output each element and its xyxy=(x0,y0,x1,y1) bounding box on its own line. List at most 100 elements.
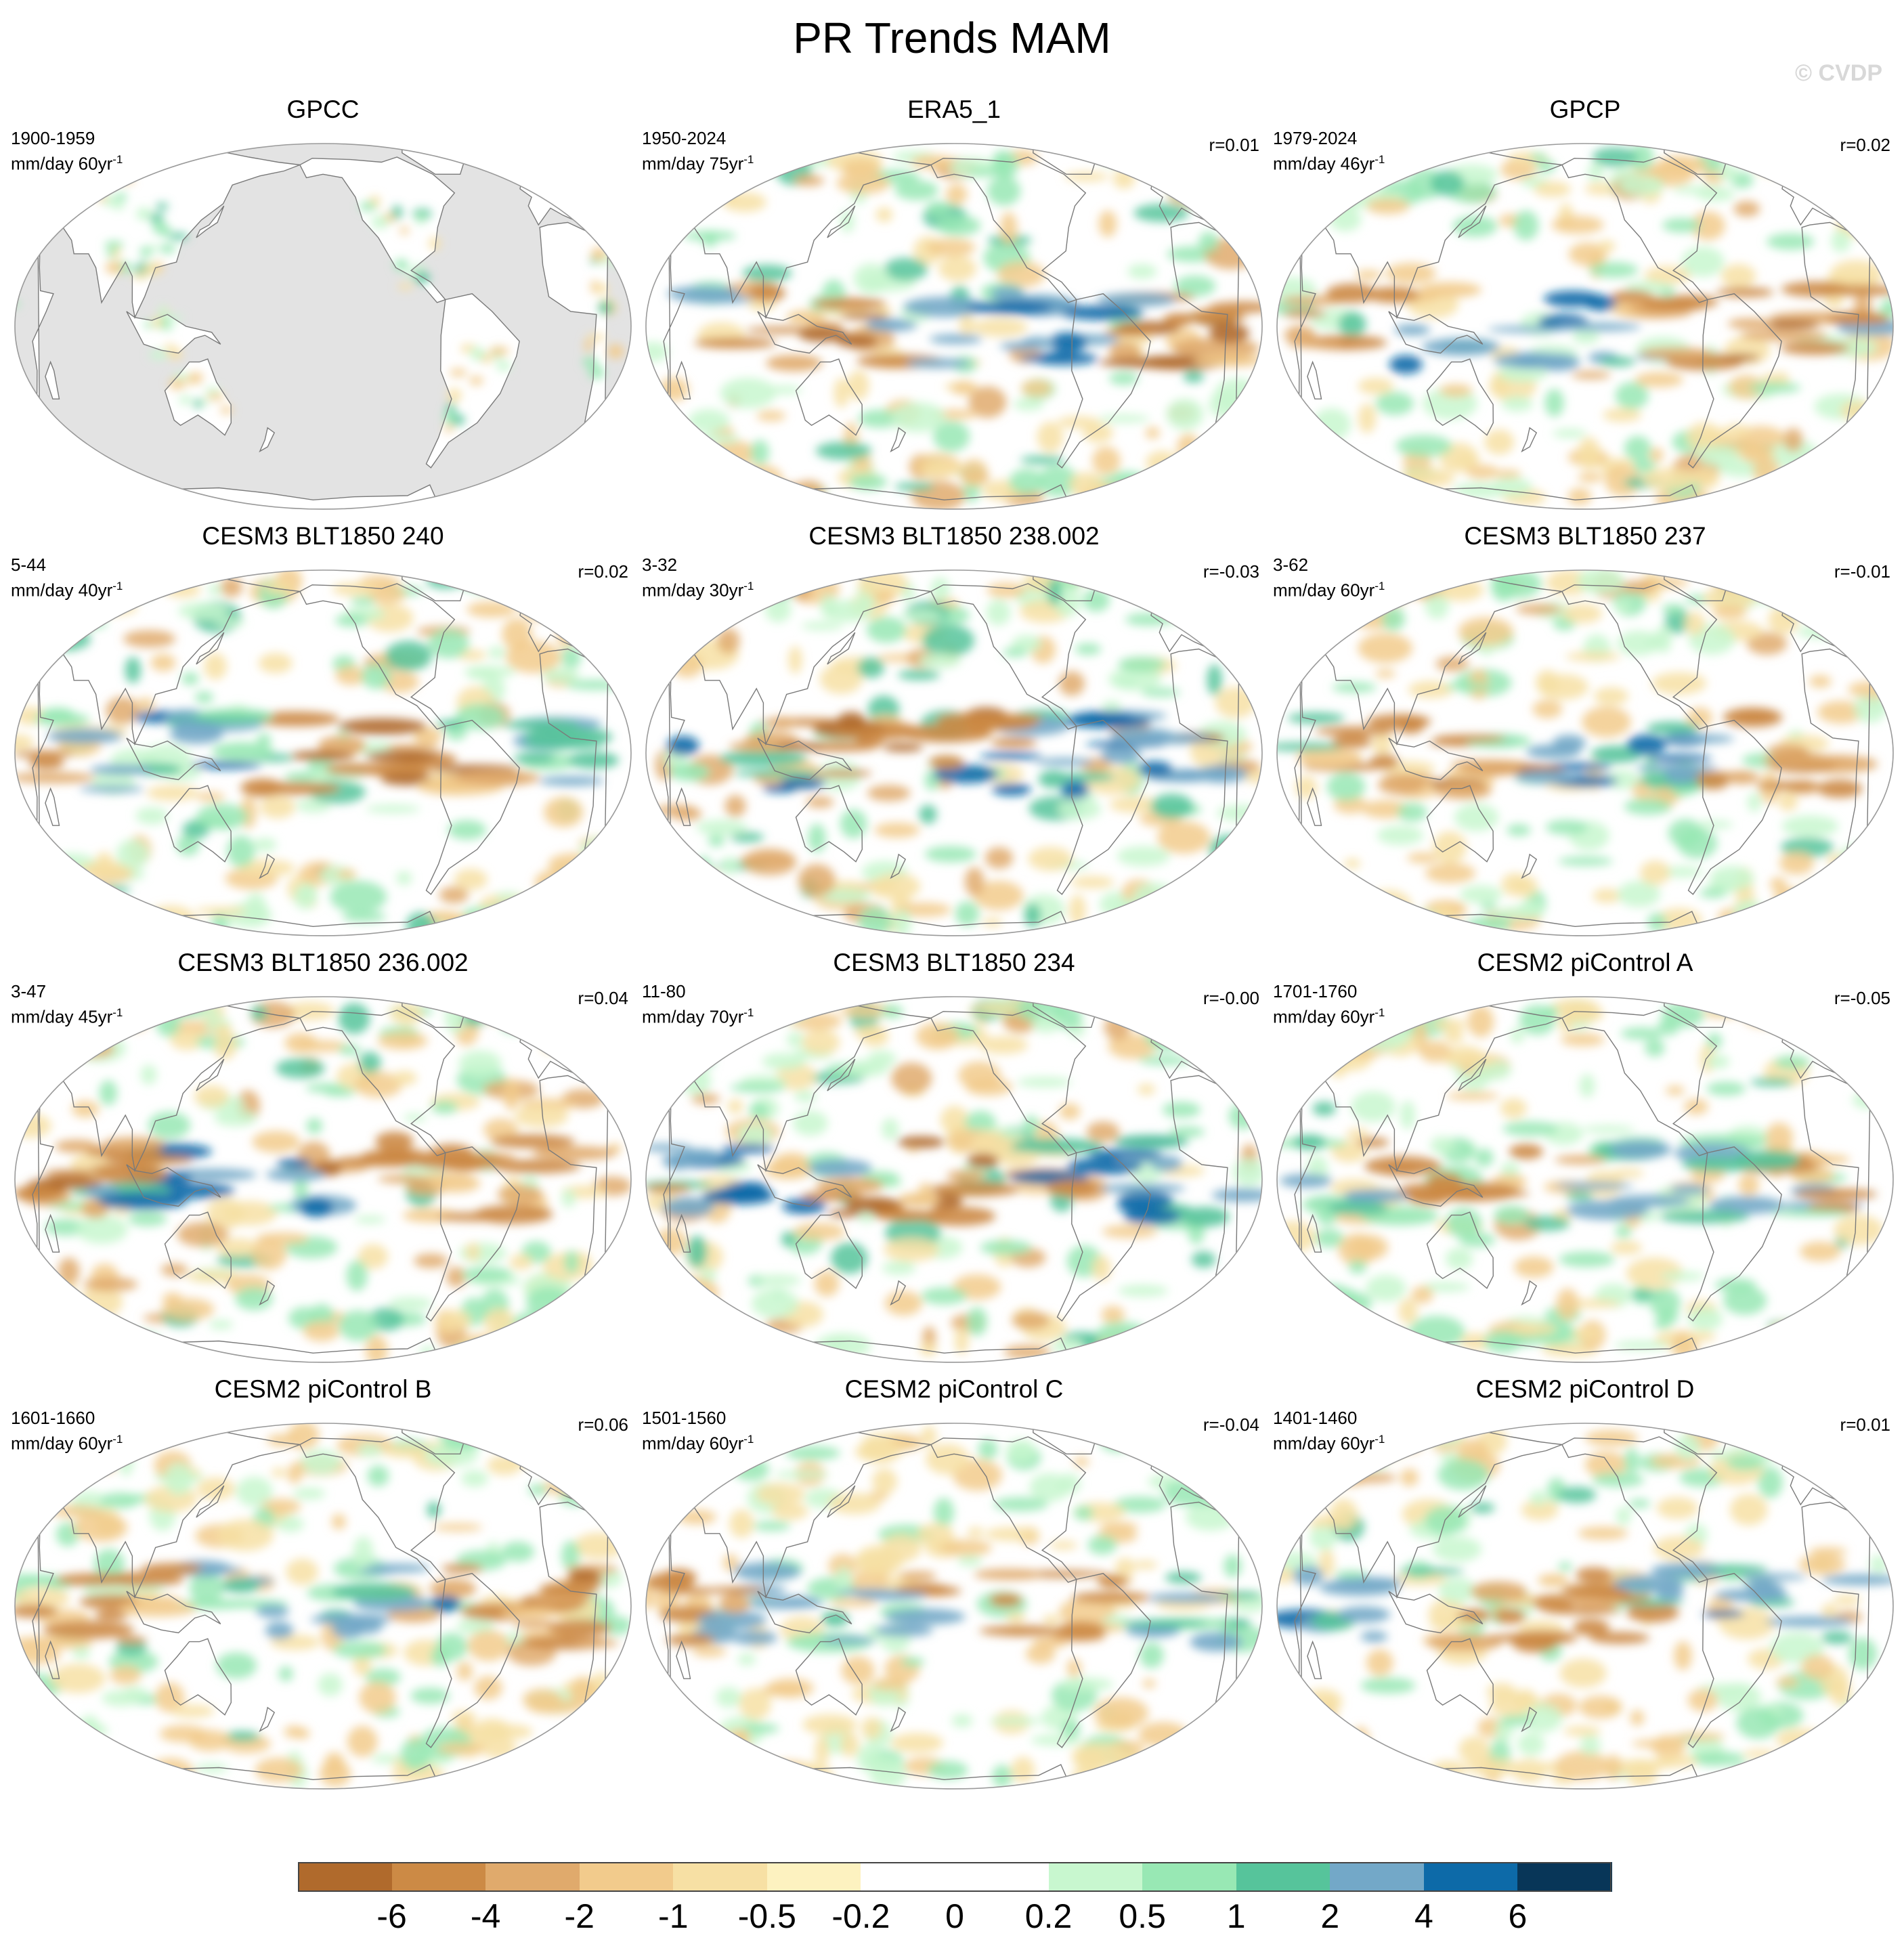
map-panel: CESM2 piControl B 1601-1660 mm/day 60yr-1 r… xyxy=(8,1375,638,1801)
coastline-new-zealand xyxy=(259,1706,276,1733)
coastline-australia xyxy=(795,1638,863,1716)
precip-trend-field xyxy=(646,997,1262,1362)
coastline-new-zealand xyxy=(259,1280,276,1306)
coastline-north-america xyxy=(930,156,1087,303)
coastline-australia xyxy=(1426,1638,1494,1716)
pattern-correlation: r=0.02 xyxy=(578,561,628,582)
coastline-south-america xyxy=(1687,1573,1782,1748)
coastlines xyxy=(32,574,609,936)
pattern-correlation: r=0.06 xyxy=(578,1414,628,1435)
map-panel: CESM3 BLT1850 236.002 3-47 mm/day 45yr-1 r=… xyxy=(8,948,638,1375)
coastline-japan xyxy=(196,1058,225,1091)
coastline-south-america xyxy=(425,720,520,895)
coastline-south-america xyxy=(1687,1146,1782,1322)
map-outline xyxy=(645,143,1263,510)
panel-title: CESM3 BLT1850 240 xyxy=(202,522,444,550)
panel-title: CESM3 BLT1850 238.002 xyxy=(808,522,1100,550)
coastline-australia xyxy=(795,1211,863,1289)
cvdp-watermark: © CVDP xyxy=(1795,60,1882,86)
coastline-asia xyxy=(52,577,301,746)
coastline-asia xyxy=(1314,577,1563,746)
coastline-madagascar xyxy=(676,1640,691,1679)
panel-title: GPCP xyxy=(1549,95,1621,123)
pattern-correlation: r=-0.05 xyxy=(1834,988,1890,1008)
coastline-madagascar xyxy=(45,1640,60,1679)
coastline-africa-west xyxy=(539,221,609,424)
map-outline xyxy=(14,996,632,1363)
map-outline xyxy=(14,569,632,936)
colorbar-swatch xyxy=(1142,1862,1237,1892)
map-panel: GPCP 1979-2024 mm/day 46yr-1 r=0.02 xyxy=(1270,95,1900,521)
pattern-correlation: r=0.04 xyxy=(578,988,628,1008)
coastline-madagascar xyxy=(676,360,691,399)
coastline-indonesia xyxy=(126,1591,221,1634)
map-panel: ERA5_1 1950-2024 mm/day 75yr-1 r=0.01 xyxy=(639,95,1269,521)
panel-title: CESM2 piControl D xyxy=(1475,1375,1695,1403)
coastline-north-america xyxy=(1561,156,1718,303)
colorbar-swatch xyxy=(579,1862,674,1892)
coastline-australia xyxy=(164,358,232,436)
coastline-australia xyxy=(164,785,232,863)
colorbar-swatch xyxy=(861,1862,955,1892)
colorbar-tick-label: -2 xyxy=(564,1897,594,1935)
coastline-indonesia xyxy=(1388,311,1484,354)
trend-map xyxy=(645,1423,1263,1790)
pattern-correlation: r=0.01 xyxy=(1209,135,1259,155)
coastline-indonesia xyxy=(757,311,852,354)
coastline-asia xyxy=(1314,1430,1563,1599)
coastlines xyxy=(32,1000,609,1362)
coastline-asia xyxy=(683,1430,932,1599)
map-panel: CESM3 BLT1850 238.002 3-32 mm/day 30yr-1 r=… xyxy=(639,521,1269,948)
map-outline xyxy=(1276,143,1894,510)
coastline-africa-west xyxy=(1170,221,1240,424)
panel-units: mm/day 60yr-1 xyxy=(1273,580,1385,601)
colorbar-swatch xyxy=(1236,1862,1330,1892)
coastline-indonesia xyxy=(757,1164,852,1207)
coastline-south-america xyxy=(1687,293,1782,469)
pattern-correlation: r=-0.04 xyxy=(1203,1414,1259,1435)
panel-title: ERA5_1 xyxy=(907,95,1001,123)
panel-title: CESM3 BLT1850 234 xyxy=(833,949,1075,976)
coastline-asia xyxy=(683,577,932,746)
colorbar-tick-label: 2 xyxy=(1320,1897,1340,1935)
panel-period: 3-32 xyxy=(642,555,678,575)
map-outline xyxy=(14,1423,632,1790)
colorbar-tick-label: 4 xyxy=(1414,1897,1433,1935)
panel-period: 5-44 xyxy=(11,555,47,575)
panel-period: 1601-1660 xyxy=(11,1408,95,1428)
coastline-asia xyxy=(683,1003,932,1173)
trend-map xyxy=(1276,569,1894,936)
coastline-new-zealand xyxy=(890,1280,907,1306)
trend-map xyxy=(14,996,632,1363)
coastline-south-america xyxy=(1056,1146,1151,1322)
coastline-madagascar xyxy=(1307,1640,1322,1679)
colorbar-swatch xyxy=(1330,1862,1425,1892)
coastline-north-america xyxy=(299,1436,456,1583)
coastline-indonesia xyxy=(126,1164,221,1207)
panel-units: mm/day 60yr-1 xyxy=(642,1433,754,1454)
pattern-correlation: r=0.01 xyxy=(1840,1414,1890,1435)
coastline-japan xyxy=(196,1485,225,1518)
colorbar-tick-label: -1 xyxy=(658,1897,689,1935)
coastline-north-america xyxy=(299,156,456,303)
panel-period: 1900-1959 xyxy=(11,128,95,148)
coastline-africa-west xyxy=(1801,221,1871,424)
panel-title: CESM3 BLT1850 237 xyxy=(1464,522,1706,550)
coastline-north-america xyxy=(930,1436,1087,1583)
coastline-japan xyxy=(827,205,856,238)
pattern-correlation: r=0.02 xyxy=(1840,135,1890,155)
coastline-japan xyxy=(827,1058,856,1091)
colorbar-swatch xyxy=(673,1862,768,1892)
panel-period: 1701-1760 xyxy=(1273,981,1358,1001)
colorbar-tick-label: 0.2 xyxy=(1024,1897,1073,1935)
coastline-indonesia xyxy=(1388,1591,1484,1634)
colorbar-swatch xyxy=(391,1862,486,1892)
trend-map xyxy=(14,143,632,510)
coastline-new-zealand xyxy=(1521,427,1538,453)
panel-title: GPCC xyxy=(286,95,360,123)
coastline-south-america xyxy=(1687,720,1782,895)
coastline-north-america xyxy=(299,1010,456,1156)
coastline-japan xyxy=(827,1485,856,1518)
trend-map xyxy=(1276,996,1894,1363)
coastline-new-zealand xyxy=(890,853,907,880)
